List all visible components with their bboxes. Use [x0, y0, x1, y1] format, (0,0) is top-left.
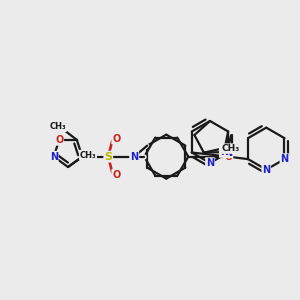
Text: N: N [130, 152, 138, 162]
Text: N: N [206, 158, 214, 168]
Text: N: N [262, 165, 270, 175]
Text: O: O [112, 134, 120, 144]
Text: N: N [220, 147, 228, 157]
Text: O: O [224, 152, 232, 162]
Text: CH₃: CH₃ [50, 122, 66, 131]
Text: N: N [280, 154, 289, 164]
Text: O: O [224, 152, 232, 162]
Text: N: N [130, 152, 138, 162]
Text: N: N [224, 148, 232, 158]
Text: S: S [104, 152, 112, 162]
Text: N: N [50, 152, 58, 162]
Text: O: O [112, 169, 120, 180]
Text: O: O [55, 135, 63, 145]
Text: CH₃: CH₃ [222, 144, 240, 153]
Text: CH₃: CH₃ [80, 151, 96, 160]
